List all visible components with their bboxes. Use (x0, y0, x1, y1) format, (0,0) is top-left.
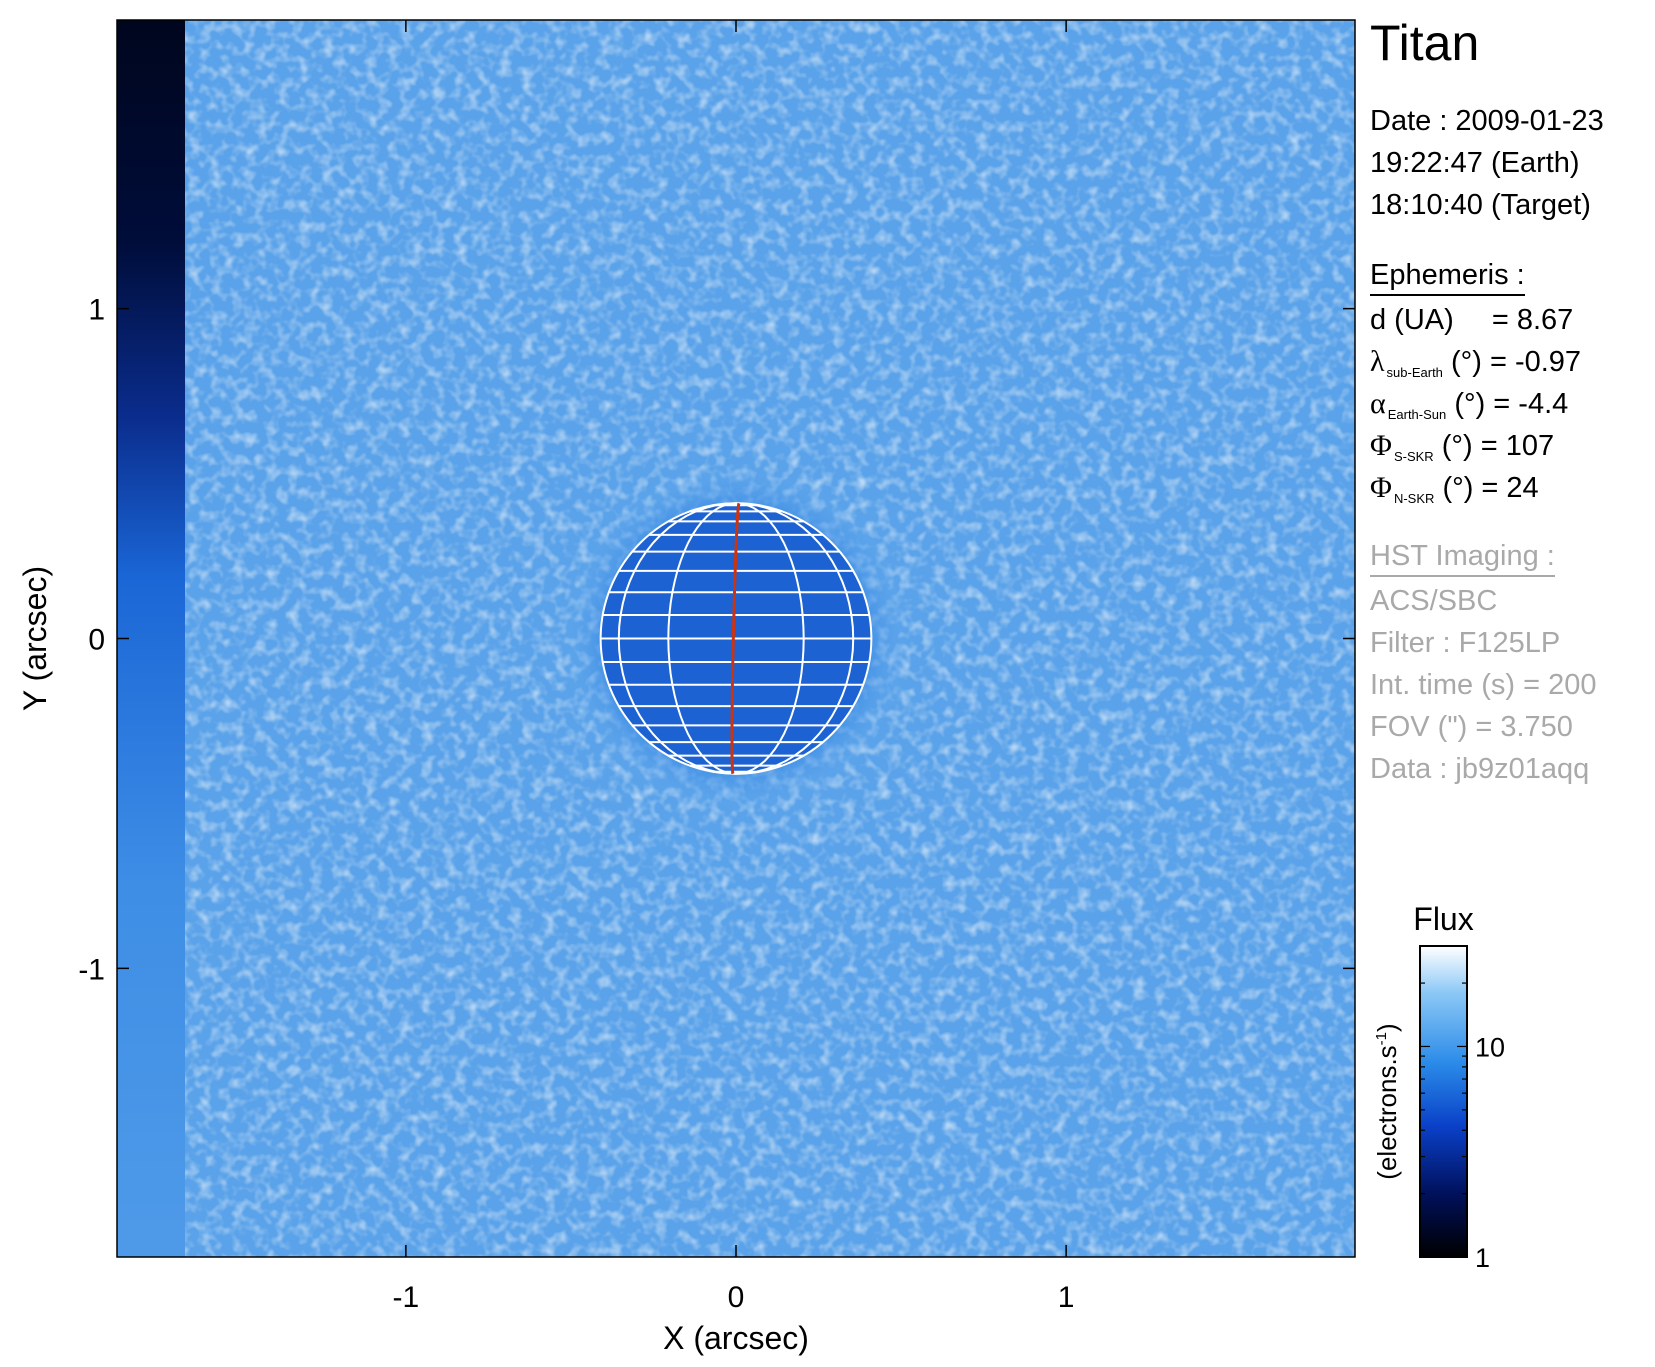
y-tick-label: 0 (88, 624, 105, 657)
colorbar: 1 10 Flux (electrons.s-1) (1372, 901, 1505, 1273)
distance-row: d (UA) = 8.67 (1370, 299, 1573, 341)
distance-value: = 8.67 (1491, 304, 1574, 336)
hst-heading: HST Imaging : (1370, 535, 1555, 577)
image-plot (117, 20, 1355, 1257)
y-tick-label: 1 (88, 294, 105, 327)
phi-s-row: Φ S-SKR (°) = 107 (1370, 429, 1555, 464)
image-content (117, 20, 1355, 1257)
axes: -1 0 1 -1 0 1 X (arcsec) Y (arcsec) (17, 19, 1356, 1356)
date-line: Date : 2009-01-23 (1370, 105, 1604, 137)
field-of-view: FOV (") = 3.750 (1370, 711, 1573, 743)
longitude-line (667, 502, 737, 775)
phi-n-row: Φ N-SKR (°) = 24 (1370, 471, 1539, 506)
colorbar-gradient (1420, 946, 1467, 1257)
colorbar-tick-label: 10 (1475, 1032, 1505, 1062)
integration-time: Int. time (s) = 200 (1370, 669, 1597, 701)
x-axis-label: X (arcsec) (663, 1320, 809, 1356)
ephemeris-heading: Ephemeris : (1370, 254, 1525, 296)
longitude-line (617, 502, 737, 775)
x-tick-label: -1 (393, 1281, 420, 1314)
colorbar-frame (1419, 945, 1468, 1258)
alpha-row: α Earth-Sun (°) = -4.4 (1370, 387, 1569, 422)
colorbar-tick-label: 1 (1475, 1243, 1490, 1273)
longitude-line (735, 502, 805, 775)
earth-time: 19:22:47 (Earth) (1370, 147, 1580, 179)
y-axis-label: Y (arcsec) (17, 566, 53, 711)
instrument: ACS/SBC (1370, 585, 1498, 617)
distance-label: d (UA) (1370, 304, 1454, 336)
colorbar-unit-label: (electrons.s-1) (1372, 1023, 1402, 1179)
data-id: Data : jb9z01aqq (1370, 753, 1590, 785)
central-meridian (730, 502, 741, 775)
lambda-row: λ sub-Earth (°) = -0.97 (1370, 345, 1582, 380)
longitude-line (735, 502, 855, 775)
y-tick-label: -1 (78, 953, 105, 986)
filter: Filter : F125LP (1370, 627, 1561, 659)
target-time: 18:10:40 (Target) (1370, 189, 1591, 221)
x-tick-label: 0 (728, 1281, 745, 1314)
x-tick-label: 1 (1058, 1281, 1075, 1314)
colorbar-title: Flux (1413, 901, 1473, 937)
target-title: Titan (1370, 15, 1480, 71)
